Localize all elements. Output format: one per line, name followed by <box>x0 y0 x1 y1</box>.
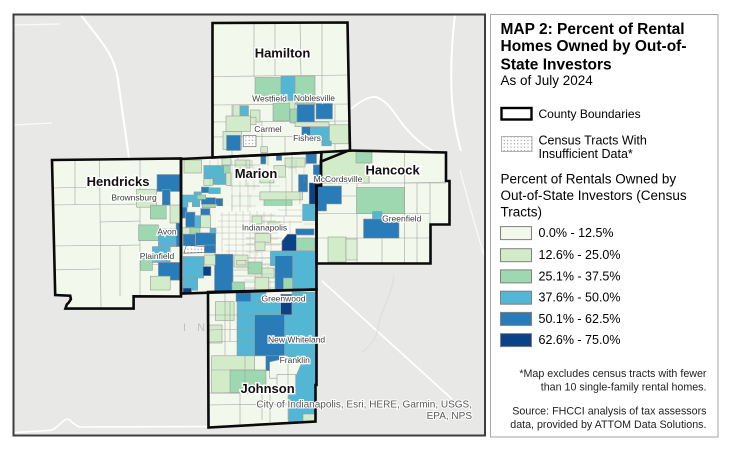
svg-text:Hendricks: Hendricks <box>87 174 150 189</box>
svg-text:Source: FHCCI analysis of tax: Source: FHCCI analysis of tax assessors <box>512 406 706 418</box>
svg-text:37.6% - 50.0%: 37.6% - 50.0% <box>539 291 621 305</box>
svg-text:Census Tracts With: Census Tracts With <box>539 134 647 148</box>
svg-text:Fishers: Fishers <box>293 133 321 143</box>
svg-text:50.1% - 62.5%: 50.1% - 62.5% <box>539 312 621 326</box>
svg-text:than 10 single-family rental h: than 10 single-family rental homes. <box>541 382 707 394</box>
svg-text:12.6% - 25.0%: 12.6% - 25.0% <box>539 248 621 262</box>
svg-text:25.1% - 37.5%: 25.1% - 37.5% <box>539 269 621 283</box>
svg-text:Tracts): Tracts) <box>501 205 543 220</box>
svg-text:EPA, NPS: EPA, NPS <box>427 411 473 422</box>
svg-text:Homes Owned by Out-of-: Homes Owned by Out-of- <box>501 38 687 55</box>
svg-text:Johnson: Johnson <box>241 381 295 396</box>
svg-text:Greenfield: Greenfield <box>382 214 421 224</box>
svg-text:Brownsburg: Brownsburg <box>111 192 157 202</box>
svg-text:*Map excludes census tracts wi: *Map excludes census tracts with fewer <box>519 368 707 380</box>
svg-text:Indianapolis: Indianapolis <box>242 223 287 233</box>
svg-text:As of July 2024: As of July 2024 <box>501 73 594 88</box>
svg-text:Greenwood: Greenwood <box>262 294 306 304</box>
svg-text:Franklin: Franklin <box>280 355 311 365</box>
svg-text:Percent of Rentals Owned by: Percent of Rentals Owned by <box>501 172 677 187</box>
svg-text:Marion: Marion <box>235 166 278 181</box>
svg-text:Plainfield: Plainfield <box>140 251 175 261</box>
svg-text:Avon: Avon <box>157 227 176 237</box>
svg-text:Out-of-State Investors (Census: Out-of-State Investors (Census <box>501 188 687 203</box>
svg-text:City of Indianapolis, Esri, HE: City of Indianapolis, Esri, HERE, Garmin… <box>256 399 472 410</box>
svg-text:62.6% - 75.0%: 62.6% - 75.0% <box>539 333 621 347</box>
svg-text:Westfield: Westfield <box>252 93 287 103</box>
svg-text:Carmel: Carmel <box>254 124 282 134</box>
svg-text:Noblesville: Noblesville <box>294 93 335 103</box>
svg-text:New Whiteland: New Whiteland <box>268 335 325 345</box>
svg-text:MAP 2: Percent of Rental: MAP 2: Percent of Rental <box>501 21 685 38</box>
svg-text:0.0% - 12.5%: 0.0% - 12.5% <box>539 226 614 240</box>
svg-text:County Boundaries: County Boundaries <box>539 107 641 121</box>
svg-text:McCordsville: McCordsville <box>314 174 363 184</box>
svg-text:State Investors: State Investors <box>501 56 612 73</box>
svg-text:Insufficient Data*: Insufficient Data* <box>539 147 633 161</box>
svg-text:Hamilton: Hamilton <box>255 46 311 61</box>
svg-text:data, provided by ATTOM Data S: data, provided by ATTOM Data Solutions. <box>510 419 706 431</box>
svg-text:Hancock: Hancock <box>365 163 420 178</box>
